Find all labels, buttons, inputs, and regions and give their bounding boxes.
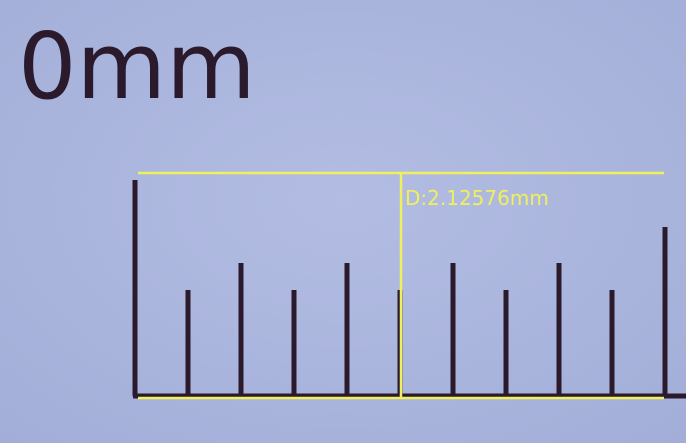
measurement-label: D:2.12576mm <box>405 186 549 210</box>
ruler-label: 0mm <box>18 13 256 120</box>
ruler <box>132 180 686 399</box>
measurement-overlay <box>138 171 664 400</box>
